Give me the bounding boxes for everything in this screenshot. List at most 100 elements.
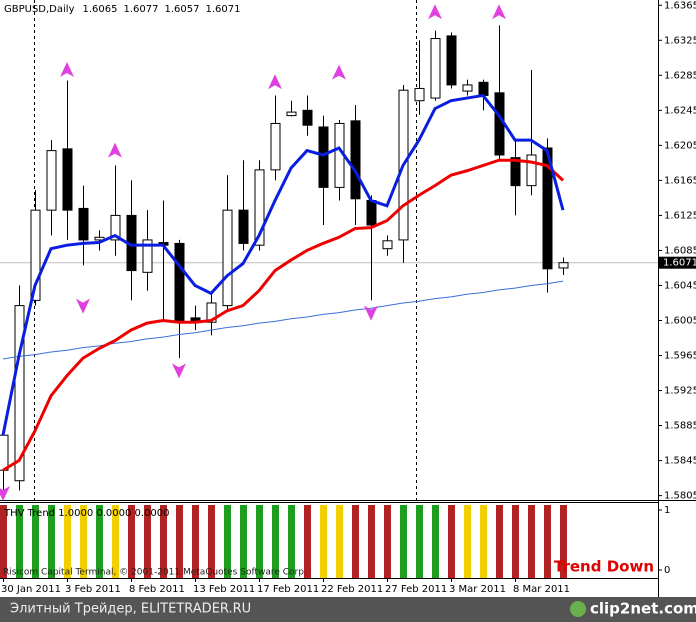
logo-icon — [570, 601, 586, 617]
x-tick-label: 8 Mar 2011 — [513, 584, 570, 595]
x-tick-label: 17 Feb 2011 — [257, 584, 319, 595]
trend-bar — [560, 505, 567, 578]
x-tick-label: 3 Feb 2011 — [65, 584, 121, 595]
candle-body — [270, 122, 281, 171]
x-tick-label: 8 Feb 2011 — [129, 584, 185, 595]
candle-body — [254, 169, 265, 246]
indicator-window: 30 Jan 2011 3 Feb 2011 8 Feb 2011 13 Feb 20… — [0, 505, 670, 595]
y-tick-label: 1.6085 — [664, 245, 696, 256]
trend-bar — [512, 505, 519, 578]
trend-bar — [80, 505, 87, 578]
candle-body — [558, 262, 569, 269]
fractal-down — [172, 363, 186, 379]
trend-bar — [288, 505, 295, 578]
moving-average — [2, 280, 564, 360]
trend-bar — [240, 505, 247, 578]
candle-body — [302, 109, 313, 126]
y-tick-label: 1.6245 — [664, 105, 696, 116]
x-tick-label: 30 Jan 2011 — [1, 584, 61, 595]
y-tick-label: 1.5885 — [664, 421, 696, 432]
candle-body — [142, 239, 153, 273]
candle-body — [110, 214, 121, 241]
candle-body — [526, 154, 537, 187]
trend-bar — [16, 505, 23, 578]
fractal-down — [76, 298, 90, 314]
trend-bar — [400, 505, 407, 578]
trend-bar — [448, 505, 455, 578]
y-tick-label: 1.6325 — [664, 35, 696, 46]
candle-body — [542, 147, 553, 270]
trend-bar — [160, 505, 167, 578]
trend-bar — [0, 505, 7, 578]
chart-header: GBPUSD,Daily 1.6065 1.6077 1.6057 1.6071 — [4, 4, 241, 15]
fractal-up — [492, 4, 506, 20]
trend-bar — [48, 505, 55, 578]
logo: clip2net.com — [590, 600, 696, 618]
candle-body — [446, 35, 457, 86]
y-tick-label: 1 — [664, 505, 670, 516]
fractal-up — [60, 62, 74, 78]
candle-body — [30, 209, 41, 301]
last-high: 1.6077 — [124, 4, 159, 15]
last-open: 1.6065 — [83, 4, 118, 15]
y-tick-label: 1.6165 — [664, 175, 696, 186]
y-tick-label: 1.6205 — [664, 140, 696, 151]
moving-average — [2, 158, 565, 472]
fractal-up — [332, 64, 346, 80]
y-tick-label: 1.5925 — [664, 386, 696, 397]
x-tick-label: 13 Feb 2011 — [193, 584, 255, 595]
trend-bar — [112, 505, 119, 578]
y-tick-label: 0 — [664, 565, 670, 576]
y-tick-label: 1.5805 — [664, 491, 696, 502]
indicator-label: THV Trend 1.0000 0.0000 0.0000 — [3, 508, 170, 519]
x-tick-label: 3 Mar 2011 — [449, 584, 506, 595]
trend-bar — [352, 505, 359, 578]
footer-text: Элитный Трейдер, ELITETRADER.RU — [10, 602, 251, 617]
trend-annotation: Trend Down — [554, 558, 654, 576]
fractal-down — [364, 305, 378, 321]
trend-bar — [208, 505, 215, 578]
trend-bar — [32, 505, 39, 578]
candle-body — [222, 209, 233, 307]
candle-body — [46, 150, 57, 211]
price-window: 1.6365 1.6325 1.6285 1.6245 1.6205 1.6165 1.61… — [0, 0, 696, 502]
trend-bar — [304, 505, 311, 578]
x-tick-label: 27 Feb 2011 — [385, 584, 447, 595]
fractal-up — [268, 74, 282, 90]
trend-bar — [320, 505, 327, 578]
trend-bar — [64, 505, 71, 578]
trend-bar — [544, 505, 551, 578]
symbol: GBPUSD,Daily — [4, 4, 75, 15]
trend-bar — [224, 505, 231, 578]
trend-bar — [384, 505, 391, 578]
y-tick-label: 1.5845 — [664, 456, 696, 467]
y-tick-label: 1.6125 — [664, 210, 696, 221]
candle-body — [430, 38, 441, 99]
fractal-up — [108, 142, 122, 158]
candle-body — [174, 242, 185, 323]
y-tick-label: 1.6045 — [664, 280, 696, 291]
candle-body — [318, 126, 329, 188]
trend-bar — [528, 505, 535, 578]
trend-bar — [144, 505, 151, 578]
trend-bar — [256, 505, 263, 578]
candle-body — [510, 157, 521, 187]
trend-bar — [432, 505, 439, 578]
trend-bar — [480, 505, 487, 578]
y-tick-label: 1.6365 — [664, 0, 696, 11]
current-price-label: 1.6071 — [663, 258, 696, 269]
last-close: 1.6071 — [206, 4, 241, 15]
y-tick-label: 1.6005 — [664, 315, 696, 326]
x-tick-label: 22 Feb 2011 — [321, 584, 383, 595]
candle-body — [462, 84, 473, 92]
y-tick-label: 1.5965 — [664, 351, 696, 362]
y-tick-label: 1.6285 — [664, 70, 696, 81]
trend-bar — [496, 505, 503, 578]
trend-bar — [464, 505, 471, 578]
candle-body — [78, 207, 89, 241]
candle-body — [382, 240, 393, 250]
candle-body — [478, 81, 489, 96]
candle-body — [0, 434, 9, 471]
last-low: 1.6057 — [165, 4, 200, 15]
